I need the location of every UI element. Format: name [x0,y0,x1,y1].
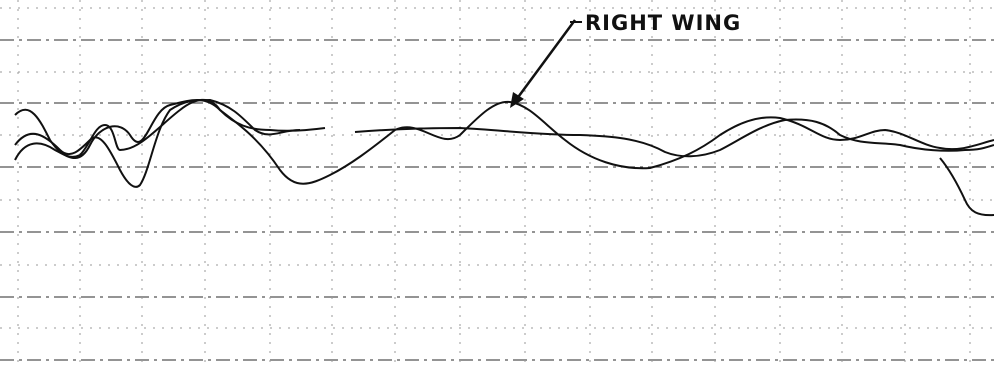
annotation-label: RIGHT WING [585,11,741,35]
arrow-head [510,92,524,108]
traces [14,98,994,217]
annotation-arrow [514,19,577,101]
trace [14,99,994,185]
trace [354,118,994,158]
trace [939,157,994,217]
annotation: RIGHT WING [510,11,741,108]
trace [14,98,301,188]
trace [14,98,326,158]
